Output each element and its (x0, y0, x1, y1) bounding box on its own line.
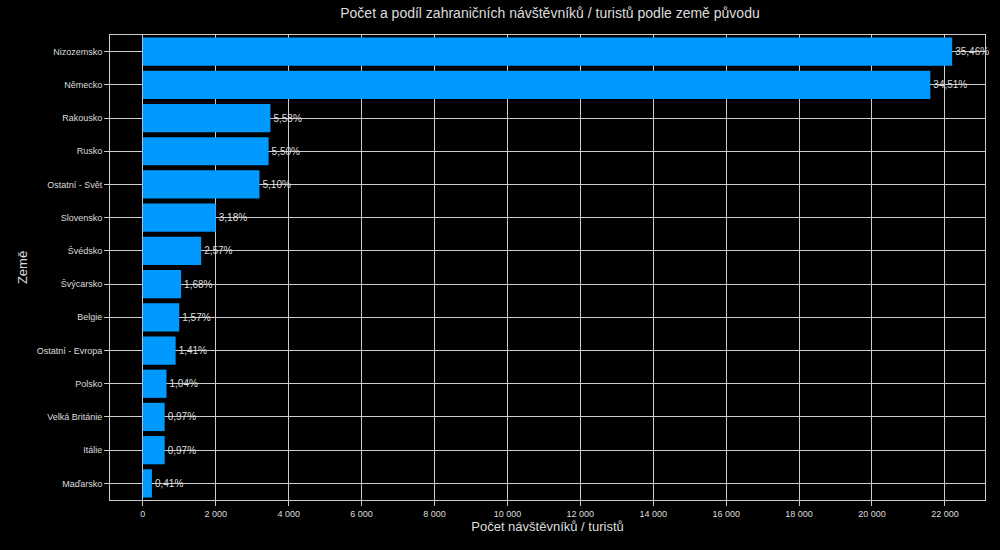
svg-text:Nizozemsko: Nizozemsko (53, 47, 102, 57)
svg-text:Počet návštěvníků / turistů: Počet návštěvníků / turistů (471, 519, 623, 534)
svg-text:Švédsko: Švédsko (68, 246, 103, 256)
svg-text:2 000: 2 000 (204, 509, 227, 519)
svg-text:0: 0 (140, 509, 145, 519)
svg-text:Itálie: Itálie (83, 445, 102, 455)
svg-text:22 000: 22 000 (931, 509, 959, 519)
svg-text:1,41%: 1,41% (179, 345, 207, 356)
svg-text:Velká Británie: Velká Británie (47, 412, 102, 422)
svg-text:10 000: 10 000 (494, 509, 522, 519)
svg-text:20 000: 20 000 (858, 509, 886, 519)
svg-text:Země: Země (15, 251, 30, 284)
svg-text:Švýcarsko: Švýcarsko (61, 279, 103, 289)
svg-text:0,97%: 0,97% (168, 445, 196, 456)
svg-text:Ostatní - Evropa: Ostatní - Evropa (37, 346, 103, 356)
svg-text:3,18%: 3,18% (219, 212, 247, 223)
svg-text:Maďarsko: Maďarsko (62, 479, 102, 489)
svg-text:Slovensko: Slovensko (61, 213, 103, 223)
svg-text:Polsko: Polsko (75, 379, 102, 389)
svg-text:5,10%: 5,10% (262, 179, 290, 190)
svg-text:1,68%: 1,68% (184, 279, 212, 290)
svg-text:5,50%: 5,50% (272, 146, 300, 157)
svg-text:35,46%: 35,46% (955, 46, 989, 57)
svg-text:0,41%: 0,41% (155, 478, 183, 489)
svg-text:Německo: Německo (64, 80, 102, 90)
svg-text:Rakousko: Rakousko (62, 113, 102, 123)
svg-text:34,51%: 34,51% (933, 79, 967, 90)
svg-text:Počet a podíl zahraničních náv: Počet a podíl zahraničních návštěvníků /… (340, 5, 759, 21)
svg-text:1,57%: 1,57% (182, 312, 210, 323)
svg-text:0,97%: 0,97% (168, 411, 196, 422)
svg-text:16 000: 16 000 (712, 509, 740, 519)
svg-text:14 000: 14 000 (639, 509, 667, 519)
svg-text:2,57%: 2,57% (204, 245, 232, 256)
svg-text:Belgie: Belgie (77, 312, 102, 322)
svg-text:6 000: 6 000 (350, 509, 373, 519)
svg-text:Rusko: Rusko (77, 146, 103, 156)
svg-text:18 000: 18 000 (785, 509, 813, 519)
svg-text:5,58%: 5,58% (273, 113, 301, 124)
svg-text:4 000: 4 000 (277, 509, 300, 519)
svg-text:12 000: 12 000 (567, 509, 595, 519)
svg-text:1,04%: 1,04% (170, 378, 198, 389)
svg-text:Ostatní - Svět: Ostatní - Svět (47, 180, 103, 190)
svg-text:8 000: 8 000 (423, 509, 446, 519)
